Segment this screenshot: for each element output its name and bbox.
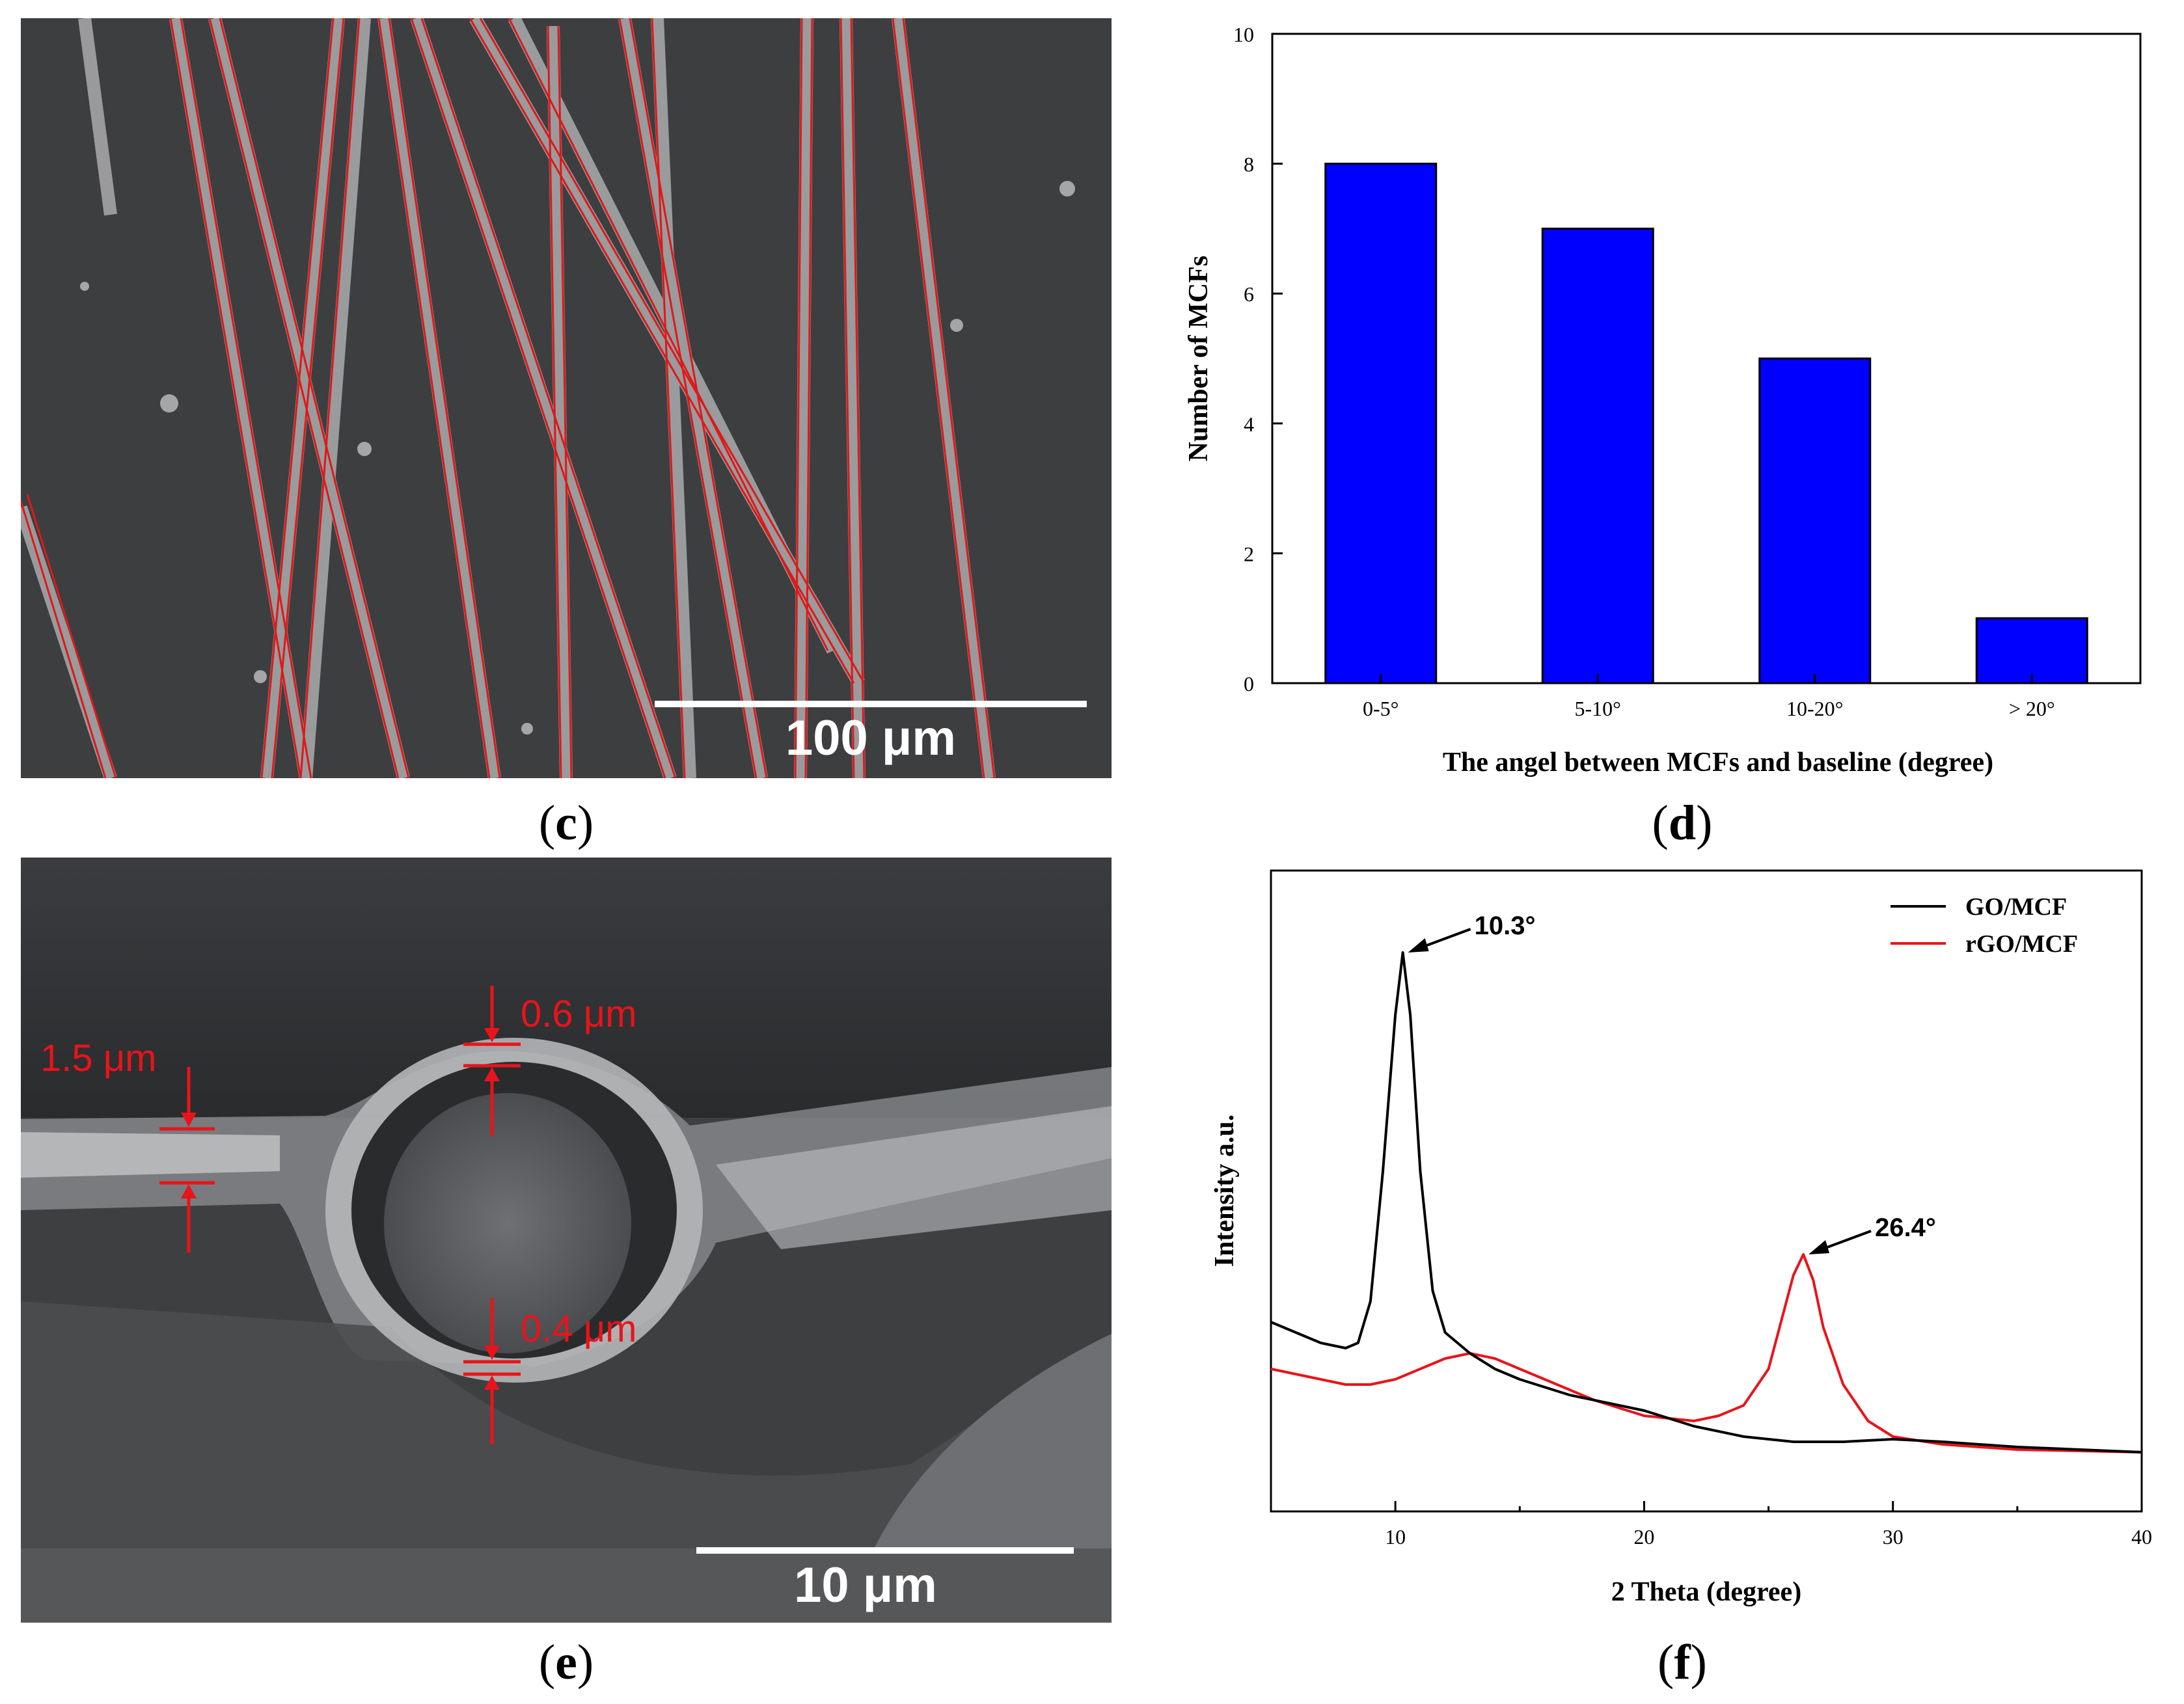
x-axis-label: The angel between MCFs and baseline (deg… — [1443, 748, 1993, 778]
scale-bar-label: 10 μm — [794, 1558, 937, 1613]
bar-3 — [1758, 357, 1872, 684]
x-tick-label: 10 — [1385, 1525, 1406, 1548]
y-tick-label: 4 — [1244, 412, 1254, 436]
x-ticks: 10 20 30 40 — [1385, 1501, 2152, 1548]
x-tick-label: > 20° — [2009, 697, 2055, 720]
annotation-0-6-um: 0.6 μm — [521, 993, 636, 1035]
bar-2 — [1541, 227, 1654, 684]
y-tick-label: 2 — [1244, 542, 1254, 565]
y-axis-label: Number of MCFs — [1184, 256, 1214, 462]
micro-fibres — [21, 18, 1075, 778]
arrow-head — [1809, 1240, 1830, 1254]
fibre-core — [384, 1093, 631, 1353]
peak-label-1: 10.3° — [1475, 912, 1536, 940]
panel-d-label: (d) — [1652, 796, 1713, 850]
x-tick-label: 5-10° — [1575, 697, 1621, 720]
plot-frame — [1270, 869, 2143, 1513]
panel-e-sem-image — [21, 858, 1112, 1623]
x-axis-label: 2 Theta (degree) — [1611, 1577, 1801, 1607]
bars — [1324, 163, 2088, 684]
panel-c-label: (c) — [539, 796, 594, 850]
series-lines — [1270, 951, 2142, 1454]
annotation-0-4-um: 0.4 μm — [521, 1308, 636, 1350]
x-tick-label: 20 — [1633, 1525, 1654, 1548]
legend-label-rgo: rGO/MCF — [1965, 930, 2078, 958]
y-tick-label: 8 — [1244, 153, 1254, 176]
annotation-1-5-um: 1.5 μm — [40, 1037, 156, 1079]
thickness-markers — [159, 986, 521, 1444]
legend: GO/MCF rGO/MCF — [1891, 893, 2078, 958]
x-tick-labels: 0-5° 5-10° 10-20° > 20° — [1363, 674, 2055, 720]
plot-frame — [1271, 33, 2142, 684]
panel-f-line-chart: 10 20 30 40 10.3° 26.4° GO/MCF rGO/MCF 2 The… — [1210, 869, 2152, 1607]
panel-d-bar-chart: 0 2 4 6 8 10 0-5° 5-10° 10-20° > 20° The angel b… — [1184, 23, 2142, 778]
x-tick-label: 30 — [1883, 1525, 1904, 1548]
bar-4 — [1975, 617, 2088, 684]
panel-c-sem-image — [21, 18, 1112, 778]
y-tick-label: 6 — [1244, 282, 1254, 306]
panel-e-label: (e) — [539, 1635, 594, 1690]
y-axis-label: Intensity a.u. — [1210, 1115, 1240, 1267]
panel-f-label: (f) — [1658, 1635, 1707, 1690]
series-line-go — [1270, 951, 2142, 1454]
x-tick-label: 40 — [2131, 1525, 2152, 1548]
x-tick-label: 10-20° — [1786, 697, 1843, 720]
y-ticks: 0 2 4 6 8 10 — [1233, 23, 1283, 696]
scale-bar-line — [655, 701, 1087, 707]
x-tick-label: 0-5° — [1363, 697, 1399, 720]
legend-label-go: GO/MCF — [1965, 893, 2067, 921]
scale-bar-label: 100 μm — [785, 710, 956, 766]
y-tick-label: 10 — [1233, 23, 1254, 46]
y-tick-label: 0 — [1244, 672, 1254, 696]
peak-label-2: 26.4° — [1875, 1213, 1936, 1242]
peak-annotations: 10.3° 26.4° — [1408, 912, 1936, 1254]
scale-bar-line — [696, 1547, 1074, 1554]
bar-1 — [1324, 163, 1438, 684]
arrow-head — [1408, 938, 1429, 953]
series-line-rgo — [1270, 1253, 2142, 1454]
